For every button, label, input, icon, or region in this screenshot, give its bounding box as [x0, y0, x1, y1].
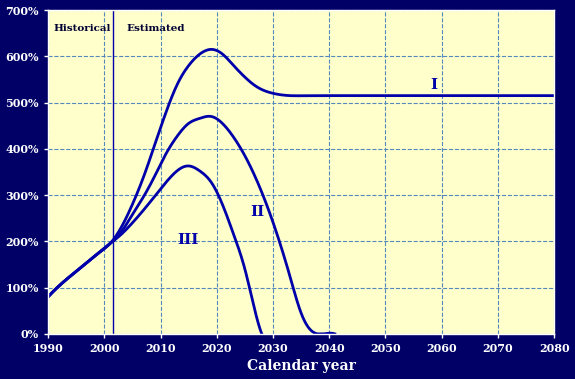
Text: Estimated: Estimated [127, 24, 185, 33]
Text: I: I [431, 78, 438, 92]
Text: Historical: Historical [53, 24, 111, 33]
Text: III: III [178, 233, 199, 247]
Text: II: II [251, 205, 264, 219]
X-axis label: Calendar year: Calendar year [247, 359, 355, 373]
